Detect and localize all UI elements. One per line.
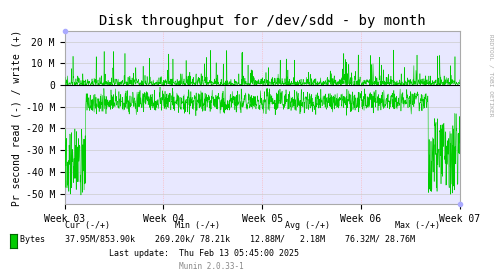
Text: Last update:  Thu Feb 13 05:45:00 2025: Last update: Thu Feb 13 05:45:00 2025 bbox=[109, 249, 299, 258]
Text: Munin 2.0.33-1: Munin 2.0.33-1 bbox=[179, 262, 244, 271]
Title: Disk throughput for /dev/sdd - by month: Disk throughput for /dev/sdd - by month bbox=[99, 14, 425, 28]
Text: RRDTOOL / TOBI OETIKER: RRDTOOL / TOBI OETIKER bbox=[488, 34, 493, 116]
Text: Bytes    37.95M/853.90k    269.20k/ 78.21k    12.88M/   2.18M    76.32M/ 28.76M: Bytes 37.95M/853.90k 269.20k/ 78.21k 12.… bbox=[20, 235, 415, 244]
Y-axis label: Pr second read (-) / write (+): Pr second read (-) / write (+) bbox=[11, 29, 21, 206]
Text: Cur (-/+)             Min (-/+)             Avg (-/+)             Max (-/+): Cur (-/+) Min (-/+) Avg (-/+) Max (-/+) bbox=[20, 221, 440, 230]
